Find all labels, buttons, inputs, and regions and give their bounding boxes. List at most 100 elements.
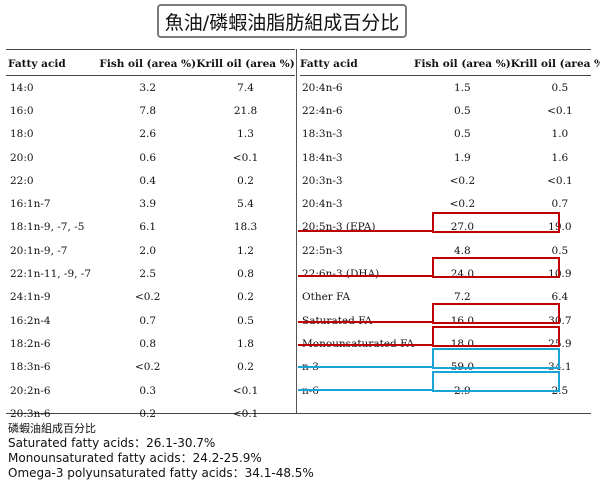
epa-underline bbox=[298, 230, 432, 232]
table-row: 20:0 0.6 <0.1 bbox=[8, 146, 295, 169]
fish-oil-value: 6.1 bbox=[139, 221, 157, 234]
fatty-acid-name: 20:4n-3 bbox=[302, 198, 343, 211]
fish-oil-value: 3.2 bbox=[139, 81, 157, 94]
krill-oil-value: 5.4 bbox=[237, 198, 254, 211]
table-row: 22:0 0.4 0.2 bbox=[8, 169, 295, 192]
fish-oil-value: 0.4 bbox=[139, 174, 157, 187]
page-title: 魚油/磷蝦油脂肪組成百分比 bbox=[157, 4, 407, 38]
fish-oil-value: 0.5 bbox=[454, 128, 471, 141]
header-fish-oil: Fish oil (area %) bbox=[414, 58, 511, 70]
krill-oil-value: 0.2 bbox=[237, 174, 254, 187]
table-row: 18:0 2.6 1.3 bbox=[8, 123, 295, 146]
fish-oil-value: 2.5 bbox=[139, 268, 157, 281]
header-fish-oil: Fish oil (area %) bbox=[99, 58, 197, 70]
table-row: 20:3n-6 0.2 <0.1 bbox=[8, 402, 295, 425]
left-fatty-acid-table: Fatty acid Fish oil (area %) Krill oil (… bbox=[8, 52, 295, 425]
dha-underline bbox=[298, 275, 432, 277]
fatty-acid-name: 18:0 bbox=[10, 128, 34, 141]
fish-oil-value: 27.0 bbox=[450, 221, 475, 234]
krill-oil-value: <0.1 bbox=[547, 104, 573, 117]
krill-oil-value: <0.1 bbox=[232, 384, 259, 397]
fatty-acid-name: 20:3n-6 bbox=[10, 407, 51, 420]
table-row: 20:1n-9, -7 2.0 1.2 bbox=[8, 239, 295, 262]
header-fatty-acid: Fatty acid bbox=[8, 58, 66, 70]
n3-underline bbox=[298, 366, 432, 368]
saturated-highlight-box bbox=[432, 303, 560, 324]
fish-oil-value: 1.9 bbox=[454, 151, 471, 164]
bottom-rule bbox=[6, 413, 591, 414]
left-table-top-rule bbox=[6, 49, 295, 50]
table-row: Other FA 7.2 6.4 bbox=[300, 286, 600, 309]
krill-oil-value: 18.3 bbox=[233, 221, 258, 234]
summary-monounsaturated: Monounsaturated fatty acids：24.2-25.9% bbox=[8, 451, 262, 465]
fatty-acid-name: 20:4n-6 bbox=[302, 81, 343, 94]
krill-oil-value: <0.1 bbox=[232, 151, 259, 164]
fatty-acid-name: 24:1n-9 bbox=[10, 291, 51, 304]
dha-highlight-box bbox=[432, 257, 560, 278]
fish-oil-value: <0.2 bbox=[134, 361, 161, 374]
fish-oil-value: <0.2 bbox=[134, 291, 161, 304]
fish-oil-value: 4.8 bbox=[454, 244, 471, 257]
fatty-acid-name: 18:3n-3 bbox=[302, 128, 343, 141]
krill-oil-value: 0.2 bbox=[237, 361, 254, 374]
column-divider bbox=[296, 49, 297, 414]
table-row: 20:2n-6 0.3 <0.1 bbox=[8, 379, 295, 402]
right-table-top-rule bbox=[300, 49, 591, 50]
n6-underline bbox=[298, 389, 432, 391]
fatty-acid-name: 18:2n-6 bbox=[10, 337, 51, 350]
fatty-acid-name: 14:0 bbox=[10, 81, 34, 94]
fatty-acid-name: Monounsaturated FA bbox=[300, 332, 414, 355]
krill-oil-value: 0.7 bbox=[551, 198, 569, 211]
fatty-acid-name: 20:1n-9, -7 bbox=[10, 244, 68, 257]
krill-oil-value: 7.4 bbox=[237, 81, 254, 94]
fish-oil-value: <0.2 bbox=[449, 198, 476, 211]
epa-highlight-box bbox=[432, 212, 560, 233]
fish-oil-value: 0.6 bbox=[139, 151, 157, 164]
header-krill-oil: Krill oil (area %) bbox=[196, 58, 295, 70]
fatty-acid-name: 22:1n-11, -9, -7 bbox=[10, 268, 92, 281]
table-row: 18:4n-3 1.9 1.6 bbox=[300, 146, 600, 169]
table-row: 18:3n-6 <0.2 0.2 bbox=[8, 356, 295, 379]
krill-oil-value: 1.6 bbox=[551, 151, 569, 164]
krill-oil-value: <0.1 bbox=[547, 174, 573, 187]
krill-oil-value: <0.1 bbox=[232, 407, 259, 420]
summary-omega3: Omega-3 polyunsaturated fatty acids：34.1… bbox=[8, 466, 314, 480]
fish-oil-value: 2.0 bbox=[139, 244, 157, 257]
fish-oil-value: 0.5 bbox=[454, 104, 471, 117]
fatty-acid-name: 18:4n-3 bbox=[302, 151, 343, 164]
table-row: 20:4n-6 1.5 0.5 bbox=[300, 76, 600, 99]
left-header-row: Fatty acid Fish oil (area %) Krill oil (… bbox=[8, 52, 295, 76]
table-row: 16:1n-7 3.9 5.4 bbox=[8, 192, 295, 215]
krill-oil-value: 0.5 bbox=[237, 314, 254, 327]
krill-oil-value: 0.2 bbox=[237, 291, 254, 304]
krill-oil-value: 1.0 bbox=[551, 128, 569, 141]
right-table-header-rule bbox=[300, 75, 591, 76]
fatty-acid-name: 18:1n-9, -7, -5 bbox=[10, 221, 85, 234]
fatty-acid-name: 18:3n-6 bbox=[10, 361, 51, 374]
header-fatty-acid: Fatty acid bbox=[300, 58, 358, 70]
table-row: 22:1n-11, -9, -7 2.5 0.8 bbox=[8, 262, 295, 285]
fatty-acid-name: 22:6n-3 (DHA) bbox=[300, 262, 414, 285]
table-row: 22:5n-3 4.8 0.5 bbox=[300, 239, 600, 262]
fish-oil-value: 0.2 bbox=[139, 407, 157, 420]
krill-oil-value: 1.3 bbox=[237, 128, 254, 141]
fish-oil-value: 0.8 bbox=[139, 337, 157, 350]
krill-oil-value: 0.5 bbox=[551, 81, 569, 94]
table-row: 16:2n-4 0.7 0.5 bbox=[8, 309, 295, 332]
fatty-acid-name: 16:0 bbox=[10, 104, 34, 117]
krill-oil-value: 1.8 bbox=[237, 337, 254, 350]
fish-oil-value: 3.9 bbox=[139, 198, 157, 211]
fatty-acid-name: 20:3n-3 bbox=[302, 174, 343, 187]
header-krill-oil: Krill oil (area %) bbox=[510, 58, 600, 70]
fatty-acid-name: Saturated FA bbox=[300, 309, 414, 332]
fish-oil-value: <0.2 bbox=[449, 174, 476, 187]
table-row: 16:0 7.8 21.8 bbox=[8, 99, 295, 122]
fish-oil-value: 7.2 bbox=[454, 291, 471, 304]
krill-oil-value: 6.4 bbox=[551, 291, 569, 304]
left-table-header-rule bbox=[6, 75, 295, 76]
saturated-underline bbox=[298, 321, 432, 323]
fish-oil-value: 7.8 bbox=[139, 104, 157, 117]
summary-heading: 磷蝦油組成百分比 bbox=[8, 422, 96, 435]
fatty-acid-name: 20:5n-3 (EPA) bbox=[302, 221, 376, 234]
summary-saturated: Saturated fatty acids：26.1-30.7% bbox=[8, 436, 216, 450]
